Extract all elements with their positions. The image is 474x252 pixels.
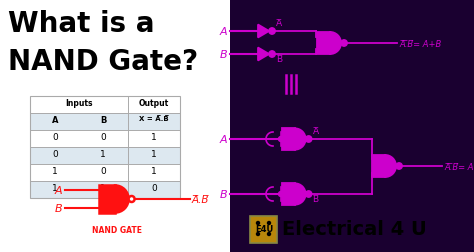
Text: B: B bbox=[55, 203, 62, 213]
Circle shape bbox=[341, 41, 347, 47]
Text: 1: 1 bbox=[52, 166, 58, 175]
Circle shape bbox=[256, 233, 259, 236]
Text: 1: 1 bbox=[151, 166, 157, 175]
Wedge shape bbox=[115, 186, 128, 213]
Text: A̅: A̅ bbox=[276, 18, 282, 27]
Text: A̅̅.̅B̅= A+B: A̅̅.̅B̅= A+B bbox=[399, 39, 441, 48]
FancyBboxPatch shape bbox=[30, 97, 180, 114]
Wedge shape bbox=[295, 129, 306, 150]
Text: A: A bbox=[219, 27, 227, 37]
Text: 0: 0 bbox=[100, 166, 106, 175]
Text: 0: 0 bbox=[52, 149, 58, 158]
FancyBboxPatch shape bbox=[283, 129, 295, 150]
Text: X = A̅.B̅: X = A̅.B̅ bbox=[139, 115, 169, 121]
Text: 1: 1 bbox=[100, 149, 106, 158]
Text: 1: 1 bbox=[52, 183, 58, 192]
Circle shape bbox=[270, 29, 274, 34]
FancyBboxPatch shape bbox=[99, 186, 115, 213]
FancyBboxPatch shape bbox=[30, 114, 180, 131]
Circle shape bbox=[267, 233, 271, 236]
Text: 1: 1 bbox=[151, 149, 157, 158]
Text: Output: Output bbox=[139, 99, 169, 108]
Text: B: B bbox=[219, 189, 227, 199]
FancyBboxPatch shape bbox=[317, 33, 330, 55]
Wedge shape bbox=[295, 184, 306, 205]
Text: A: A bbox=[52, 115, 58, 124]
Text: B̅: B̅ bbox=[313, 195, 319, 204]
Text: 0: 0 bbox=[100, 133, 106, 141]
Circle shape bbox=[279, 137, 283, 142]
Text: 0: 0 bbox=[52, 133, 58, 141]
Circle shape bbox=[279, 192, 283, 197]
FancyBboxPatch shape bbox=[30, 131, 180, 147]
Circle shape bbox=[267, 222, 271, 225]
FancyBboxPatch shape bbox=[0, 0, 210, 98]
Circle shape bbox=[306, 137, 311, 142]
Circle shape bbox=[306, 191, 311, 197]
Text: A: A bbox=[55, 185, 62, 195]
Text: A: A bbox=[219, 135, 227, 144]
Text: NAND GATE: NAND GATE bbox=[92, 225, 142, 234]
Text: A̅: A̅ bbox=[313, 127, 319, 136]
FancyBboxPatch shape bbox=[372, 155, 385, 177]
FancyBboxPatch shape bbox=[283, 184, 295, 205]
Text: B: B bbox=[100, 115, 106, 124]
Text: What is a: What is a bbox=[8, 10, 155, 38]
FancyBboxPatch shape bbox=[30, 164, 180, 181]
FancyBboxPatch shape bbox=[250, 216, 277, 242]
Text: B̅: B̅ bbox=[276, 54, 282, 63]
Wedge shape bbox=[385, 155, 396, 177]
FancyBboxPatch shape bbox=[30, 181, 180, 198]
Text: Inputs: Inputs bbox=[65, 99, 93, 108]
Text: 0: 0 bbox=[151, 183, 157, 192]
FancyBboxPatch shape bbox=[0, 0, 230, 252]
FancyBboxPatch shape bbox=[30, 147, 180, 164]
Circle shape bbox=[342, 41, 346, 46]
Text: E4U: E4U bbox=[255, 225, 273, 234]
Text: NAND Gate?: NAND Gate? bbox=[8, 48, 198, 76]
Polygon shape bbox=[258, 25, 269, 38]
Circle shape bbox=[306, 192, 311, 197]
Circle shape bbox=[396, 163, 402, 169]
Circle shape bbox=[306, 137, 311, 142]
Circle shape bbox=[270, 52, 274, 57]
Text: A̅̅.̅B̅= A+B: A̅̅.̅B̅= A+B bbox=[444, 162, 474, 171]
Circle shape bbox=[256, 222, 259, 225]
Polygon shape bbox=[258, 48, 269, 61]
Text: B: B bbox=[219, 50, 227, 60]
Circle shape bbox=[269, 29, 275, 35]
Circle shape bbox=[269, 52, 275, 58]
Wedge shape bbox=[330, 33, 341, 55]
Circle shape bbox=[128, 196, 135, 202]
Circle shape bbox=[397, 164, 401, 169]
Text: Electrical 4 U: Electrical 4 U bbox=[282, 220, 427, 239]
Text: A̅.B̅: A̅.B̅ bbox=[191, 194, 209, 204]
Text: 1: 1 bbox=[100, 183, 106, 192]
Text: 1: 1 bbox=[151, 133, 157, 141]
